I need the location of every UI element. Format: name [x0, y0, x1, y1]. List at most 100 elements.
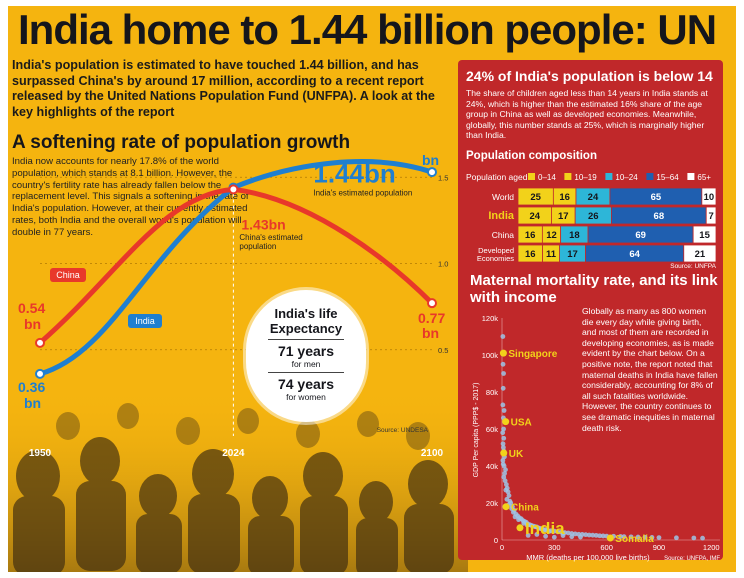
- data-point-china: [427, 298, 437, 309]
- point-label: Somalia: [615, 534, 654, 545]
- series-tag-india: [128, 314, 162, 328]
- point-label: Singapore: [508, 349, 557, 360]
- bar-value-label: 18: [569, 230, 580, 241]
- scatter-point: [503, 467, 508, 473]
- x-tick-label: 1200: [703, 543, 720, 552]
- point-label: USA: [511, 418, 532, 429]
- scatter-point: [541, 527, 547, 533]
- population-composition-chart: Population aged 0–14 10–19 10–24 15–64 65+ Wor…: [466, 172, 717, 270]
- bar-value-label: 17: [558, 211, 569, 222]
- data-label-start-unit: bn: [24, 316, 41, 332]
- y-tick-label: 80k: [486, 388, 498, 397]
- bar-value-label: 64: [629, 249, 640, 260]
- bar-value-label: 7: [708, 211, 713, 222]
- scatter-point: [500, 385, 506, 391]
- life-expectancy-women-label: for women: [286, 392, 326, 402]
- scatter-point: [560, 533, 566, 538]
- bar-value-label: 26: [588, 211, 599, 222]
- series-name-china: China: [56, 270, 80, 280]
- highlight-point: [516, 524, 524, 532]
- highlight-point: [500, 449, 508, 457]
- category-label: Economies: [477, 254, 514, 263]
- scatter-point: [505, 489, 511, 495]
- bar-segment: [701, 187, 717, 206]
- scatter-point: [700, 535, 705, 541]
- population-composition-title: Population composition: [466, 150, 597, 162]
- scatter-point: [500, 445, 506, 450]
- legend-swatch: [528, 173, 535, 180]
- scatter-point: [546, 529, 552, 534]
- scatter-point: [512, 514, 518, 520]
- series-name-india: India: [135, 316, 155, 326]
- legend-label: 65+: [697, 173, 711, 182]
- data-point-china: [228, 184, 239, 195]
- category-label: China: [492, 230, 514, 240]
- legend-swatch: [605, 173, 613, 180]
- point-label: India: [525, 519, 565, 538]
- scatter-point: [555, 529, 561, 535]
- intro-paragraph: India's population is estimated to have …: [12, 58, 435, 119]
- series-line-china: [37, 186, 435, 346]
- scatter-point: [649, 535, 655, 540]
- scatter-point: [597, 533, 603, 539]
- bar-value-label: 25: [530, 192, 541, 203]
- scatter-point: [500, 441, 506, 447]
- scatter-point: [500, 430, 506, 436]
- bar-value-label: 21: [695, 249, 706, 260]
- scatter-point: [583, 532, 589, 538]
- divider: [268, 339, 344, 340]
- x-tick-label: 0: [500, 543, 504, 552]
- scatter-point: [543, 533, 548, 539]
- maternal-mortality-scatter: 0 20k 40k 60k 80k 100k 120k 0 300 600 900 1200 MMR (…: [473, 314, 720, 562]
- scatter-point: [534, 532, 540, 537]
- legend-row-label: Population aged: [466, 172, 528, 182]
- data-label-mid: 1.44bn: [313, 159, 395, 189]
- chart-source: Source: UNFPA, IMF: [664, 556, 720, 562]
- x-tick-label: 900: [653, 543, 666, 552]
- maternal-section-text: Globally as many as 800 women die every …: [582, 306, 718, 433]
- scatter-point: [621, 534, 627, 540]
- scatter-point: [506, 493, 512, 498]
- life-expectancy-bubble: India's life Expectancy 71 years for men…: [246, 290, 366, 422]
- scatter-point: [691, 535, 697, 541]
- bar-value-label: 16: [525, 249, 536, 260]
- bar-value-label: 24: [529, 211, 540, 222]
- scatter-point: [525, 532, 531, 538]
- scatter-point: [642, 534, 648, 540]
- data-caption-mid: China's estimated population: [239, 233, 303, 252]
- data-label-start: 0.36: [18, 379, 45, 395]
- y-tick-label: 1.5: [438, 173, 448, 182]
- data-label-end-unit: bn: [422, 152, 439, 168]
- life-expectancy-women-value: 74 years: [277, 376, 335, 392]
- chart-source: Source: UNDESA: [377, 427, 429, 434]
- data-label-end-unit: bn: [422, 325, 439, 341]
- bar-value-label: 11: [546, 249, 557, 260]
- scatter-point: [500, 361, 506, 367]
- category-label: Developed: [478, 246, 514, 255]
- point-label: China: [511, 503, 539, 514]
- chart-source: Source: UNFPA: [670, 263, 716, 270]
- legend-swatch: [564, 173, 572, 180]
- bar-segment: [705, 206, 717, 225]
- x-tick-label: 2024: [222, 448, 245, 459]
- scatter-point: [502, 478, 508, 484]
- growth-section-text: India now accounts for nearly 17.8% of t…: [12, 156, 249, 238]
- scatter-point: [501, 426, 506, 432]
- y-tick-label: 1.0: [438, 260, 448, 269]
- bar-value-label: 16: [559, 192, 570, 203]
- scatter-point: [586, 532, 592, 538]
- y-tick-label: 120k: [482, 314, 499, 323]
- x-axis-label: MMR (deaths per 100,000 live births): [526, 553, 650, 562]
- category-label: World: [492, 192, 514, 202]
- data-label-mid: 1.43bn: [241, 216, 285, 232]
- data-label-end: 1.53: [418, 150, 445, 153]
- y-tick-label: 20k: [486, 499, 498, 508]
- bar-segment: [683, 244, 717, 263]
- bar-value-label: 17: [567, 249, 578, 260]
- children-section-title: 24% of India's population is below 14: [466, 68, 713, 84]
- legend-label: 0–14: [538, 173, 556, 182]
- scatter-point: [524, 522, 530, 528]
- y-tick-label: 60k: [486, 425, 498, 434]
- category-label: India: [488, 210, 515, 222]
